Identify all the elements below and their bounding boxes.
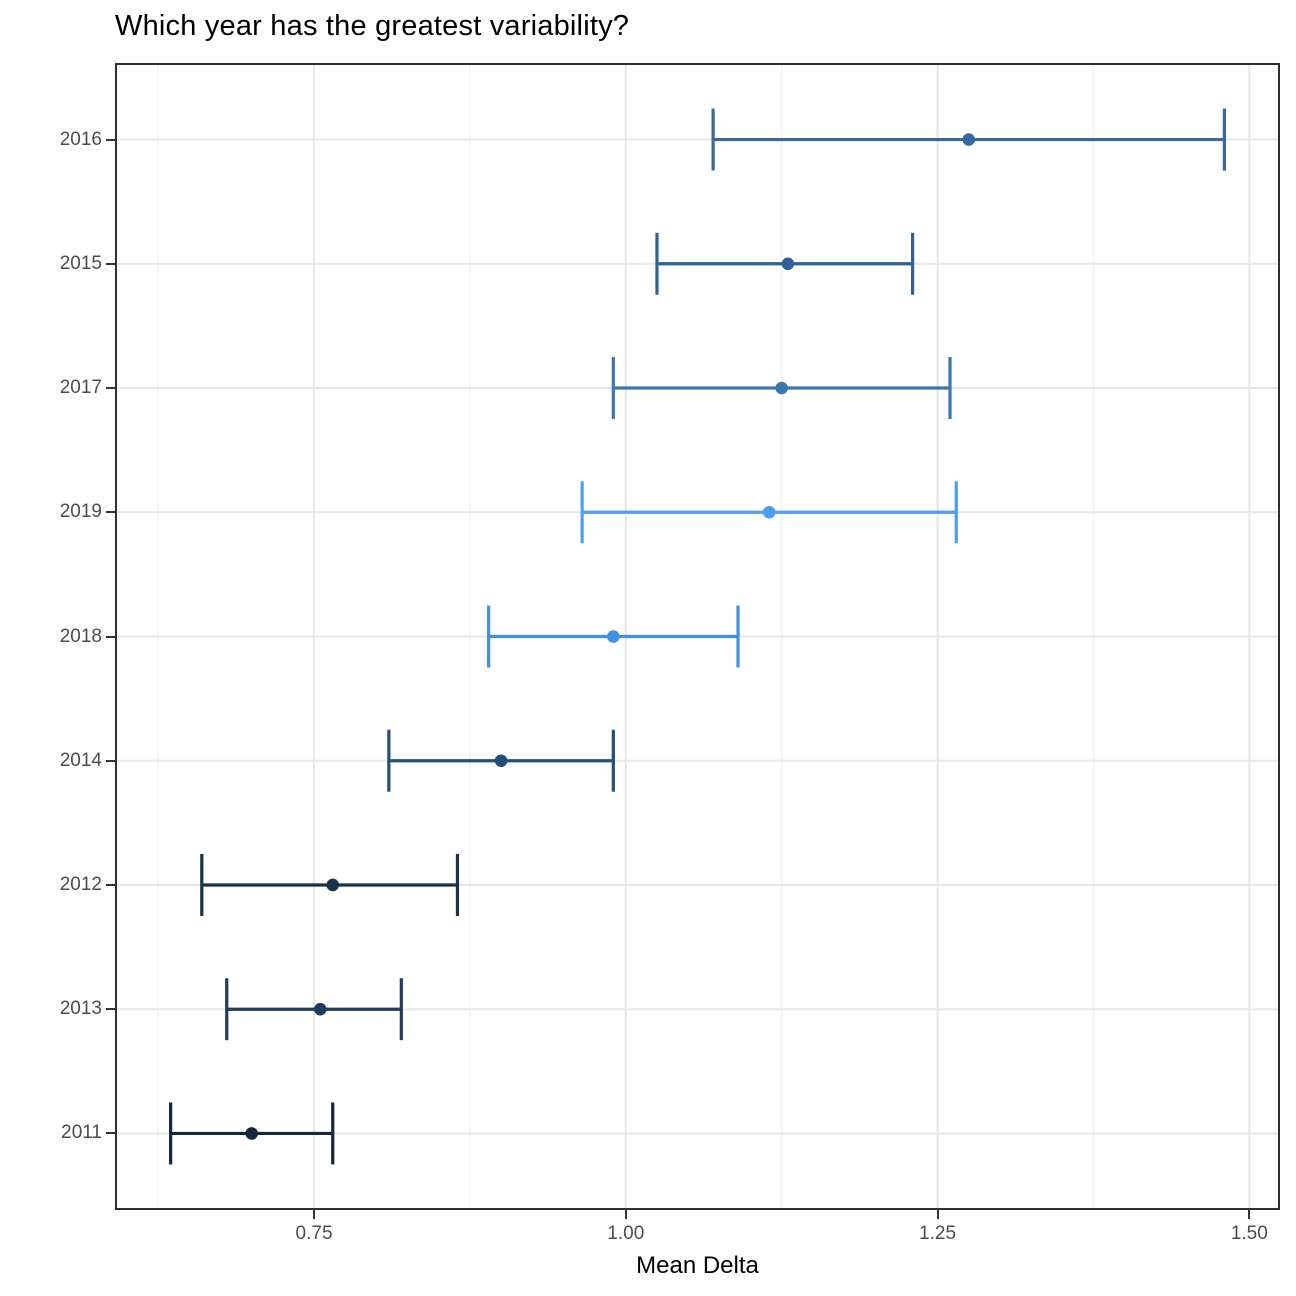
x-tick-mark — [936, 1210, 939, 1219]
y-tick-mark — [106, 511, 115, 514]
x-tick-label-1.50: 1.50 — [1230, 1223, 1268, 1244]
x-tick-label-1.25: 1.25 — [919, 1223, 957, 1244]
y-tick-label-2014: 2014 — [59, 749, 102, 771]
mean-point-2014 — [494, 754, 508, 768]
mean-point-2011 — [245, 1127, 258, 1140]
x-tick-label-0.75: 0.75 — [295, 1223, 333, 1244]
y-tick-label-2018: 2018 — [59, 625, 102, 647]
mean-point-2012 — [326, 878, 340, 892]
y-tick-label-2013: 2013 — [59, 998, 102, 1020]
mean-point-2016 — [962, 133, 976, 146]
mean-point-2015 — [781, 257, 795, 271]
y-tick-mark — [106, 635, 115, 638]
mean-point-2013 — [313, 1002, 327, 1016]
y-tick-mark — [106, 138, 115, 141]
y-tick-label-2015: 2015 — [59, 252, 102, 274]
x-tick-mark — [624, 1210, 627, 1219]
y-tick-label-2017: 2017 — [59, 377, 102, 399]
plot-panel — [115, 63, 1280, 1210]
x-tick-label-1.00: 1.00 — [607, 1223, 645, 1244]
y-tick-label-2012: 2012 — [59, 873, 102, 895]
chart-title: Which year has the greatest variability? — [115, 10, 630, 42]
x-axis-title: Mean Delta — [636, 1252, 759, 1279]
mean-point-2017 — [775, 381, 788, 395]
y-tick-mark — [106, 759, 115, 762]
y-tick-mark — [106, 1008, 115, 1011]
y-tick-mark — [106, 262, 115, 265]
y-tick-label-2019: 2019 — [59, 501, 102, 523]
y-tick-mark — [106, 1132, 115, 1135]
y-tick-label-2011: 2011 — [61, 1122, 102, 1144]
mean-point-2018 — [607, 630, 620, 643]
y-tick-mark — [106, 883, 115, 886]
y-tick-mark — [106, 387, 115, 390]
plot-area — [117, 65, 1278, 1208]
mean-point-2019 — [762, 505, 776, 519]
y-tick-label-2016: 2016 — [59, 128, 102, 150]
x-tick-mark — [313, 1210, 316, 1219]
x-tick-mark — [1248, 1210, 1251, 1219]
